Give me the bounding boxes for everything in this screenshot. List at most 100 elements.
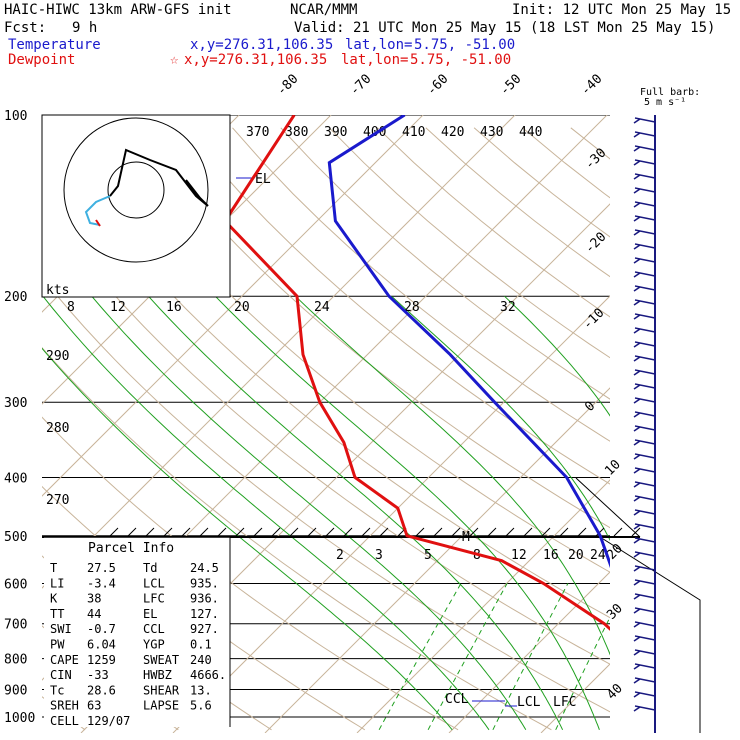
parcel-value: 1259 — [87, 653, 116, 667]
isotherm-label: -50 — [497, 72, 524, 99]
wind-barb — [633, 467, 656, 474]
wind-barb — [633, 173, 656, 180]
band-hatch — [541, 527, 551, 537]
parcel-value: 63 — [87, 699, 101, 713]
wind-barb — [633, 565, 656, 572]
barb-key-unit: 5 m s⁻¹ — [644, 97, 686, 108]
parcel-key: K — [50, 592, 58, 606]
band-hatch — [181, 527, 191, 537]
parcel-info-title: Parcel Info — [88, 541, 174, 556]
parcel-value: 24.5 — [190, 561, 219, 575]
parcel-key: CIN — [50, 668, 72, 682]
wind-barb — [633, 313, 656, 320]
parcel-value: -3.4 — [87, 576, 116, 590]
wind-barb — [633, 579, 656, 586]
isotherm-label: 30 — [604, 601, 626, 623]
wind-barb — [633, 621, 656, 628]
wind-barb — [633, 187, 656, 194]
moist-adiabat-label: 28 — [404, 300, 420, 315]
pressure-tick-label: 100 — [4, 109, 27, 124]
pressure-tick-label: 900 — [4, 683, 27, 698]
band-hatch — [163, 527, 173, 537]
band-hatch — [325, 527, 335, 537]
dry-adiabat — [377, 127, 610, 318]
band-hatch — [613, 527, 623, 537]
wind-barb — [633, 607, 656, 614]
parcel-key: SWI — [50, 622, 72, 636]
init-time: Init: 12 UTC Mon 25 May 15 — [512, 2, 731, 18]
wind-barb — [633, 341, 656, 348]
temperature-latlon: 5.75, -51.00 — [414, 37, 515, 53]
parcel-value: 4666. — [190, 668, 226, 682]
mixing-ratio-label: 12 — [511, 548, 527, 563]
band-hatch — [487, 527, 497, 537]
parcel-value: 38 — [87, 592, 101, 606]
wind-barb — [633, 201, 656, 208]
band-hatch — [235, 527, 245, 537]
theta-label: 380 — [285, 125, 308, 140]
parcel-level-label: EL — [255, 172, 271, 187]
mixing-ratio-line — [492, 583, 569, 731]
theta-label: 430 — [480, 125, 503, 140]
parcel-key: CELL — [50, 714, 79, 728]
mixing-ratio-label: 16 — [543, 548, 559, 563]
wind-barb — [633, 229, 656, 236]
temperature-legend-label: Temperature — [8, 37, 101, 53]
wind-barb — [633, 677, 656, 684]
parcel-key: SWEAT — [143, 653, 179, 667]
isotherm-label: -30 — [582, 146, 609, 173]
wind-barb — [633, 131, 656, 138]
wind-barb — [633, 481, 656, 488]
wind-barb — [633, 649, 656, 656]
hodograph-ring-outer — [63, 117, 209, 263]
pressure-tick-label: 600 — [4, 577, 27, 592]
parcel-level-label: CCL — [445, 692, 469, 707]
dewpoint-legend-label: Dewpoint — [8, 52, 75, 68]
mixing-ratio-label: 2 — [336, 548, 344, 563]
model-title: HAIC-HIWC 13km ARW-GFS init — [4, 2, 232, 18]
dry-adiabat — [42, 276, 610, 713]
wind-barb — [633, 145, 656, 152]
isotherm-label: -70 — [347, 72, 374, 99]
band-hatch — [415, 527, 425, 537]
dewpoint-latlon: 5.75, -51.00 — [410, 52, 511, 68]
parcel-value: 927. — [190, 622, 219, 636]
band-hatch — [127, 527, 137, 537]
dewpoint-star-icon: ☆ — [170, 52, 179, 68]
isotherm-line — [448, 571, 610, 733]
theta-label: 440 — [519, 125, 542, 140]
wind-barb — [633, 439, 656, 446]
band-hatch — [559, 527, 569, 537]
parcel-value: 240 — [190, 653, 212, 667]
dry-adiabat — [42, 346, 552, 731]
dewpoint-profile — [223, 115, 610, 631]
parcel-key: CCL — [143, 622, 165, 636]
moist-adiabat — [42, 347, 453, 731]
wind-barb — [633, 551, 656, 558]
mixing-ratio-label: 3 — [375, 548, 383, 563]
dry-adiabat — [716, 128, 740, 730]
wind-barb — [633, 299, 656, 306]
hodograph-units-label: kts — [46, 283, 69, 298]
theta-label: 270 — [46, 493, 69, 508]
wind-barb — [633, 453, 656, 460]
wind-barb — [633, 285, 656, 292]
parcel-value: 129/07 — [87, 714, 130, 728]
moist-adiabat-label: 8 — [67, 300, 75, 315]
wind-barb — [633, 691, 656, 698]
hodograph-frame — [41, 114, 231, 298]
fcst-value: 9 h — [72, 20, 97, 36]
parcel-level-label: LFC — [553, 695, 576, 710]
isotherm-label: -80 — [274, 72, 301, 99]
isotherm-line — [264, 387, 610, 733]
valid-time: Valid: 21 UTC Mon 25 May 15 (18 LST Mon … — [294, 20, 715, 36]
mixing-ratio-label: 20 — [568, 548, 584, 563]
isotherm-label: 0 — [582, 399, 598, 415]
dewpoint-xy: x,y=276.31,106.35 — [184, 52, 327, 68]
moist-adiabat-label: 16 — [166, 300, 182, 315]
wind-barb — [633, 635, 656, 642]
fcst-label: Fcst: — [4, 20, 46, 36]
theta-label: 290 — [46, 349, 69, 364]
mixing-ratio-line — [654, 583, 719, 729]
wind-barb — [633, 523, 656, 530]
